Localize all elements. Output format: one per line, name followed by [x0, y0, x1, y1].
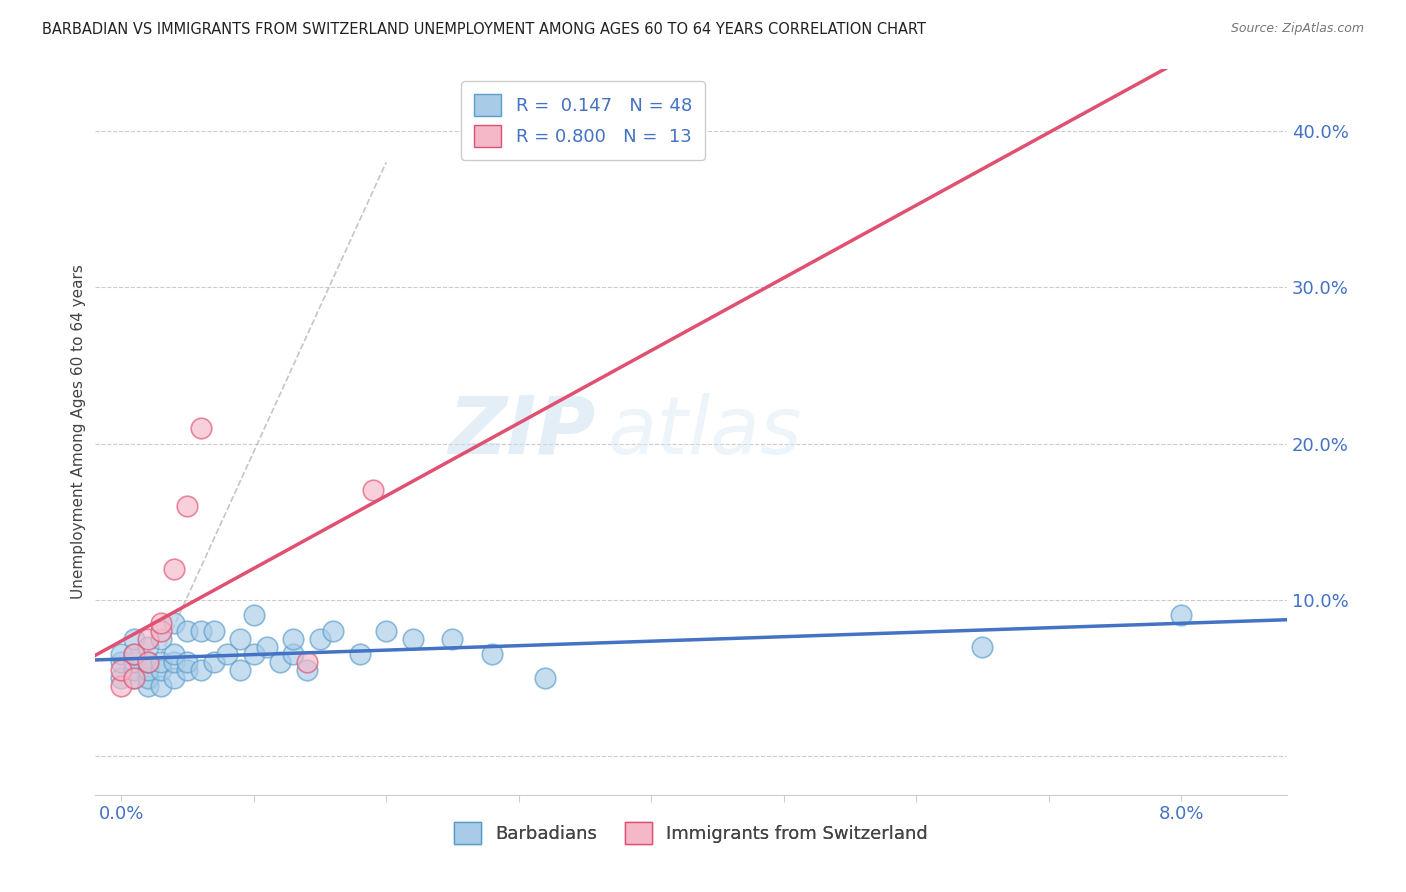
Point [124, 655, 146, 669]
Point [124, 671, 146, 685]
Point [190, 624, 212, 638]
Point [283, 632, 305, 646]
Point [283, 648, 305, 662]
Point [149, 616, 172, 631]
Text: BARBADIAN VS IMMIGRANTS FROM SWITZERLAND UNEMPLOYMENT AMONG AGES 60 TO 64 YEARS : BARBADIAN VS IMMIGRANTS FROM SWITZERLAND… [42, 22, 927, 37]
Text: atlas: atlas [607, 392, 803, 471]
Point [242, 648, 264, 662]
Point [149, 679, 172, 693]
Point [349, 648, 371, 662]
Point [361, 483, 384, 498]
Point [136, 655, 159, 669]
Point [136, 640, 159, 654]
Point [256, 640, 278, 654]
Point [295, 663, 318, 677]
Point [217, 648, 239, 662]
Point [124, 632, 146, 646]
Point [110, 671, 132, 685]
Point [163, 561, 186, 575]
Point [136, 679, 159, 693]
Point [110, 679, 132, 693]
Legend: Barbadians, Immigrants from Switzerland: Barbadians, Immigrants from Switzerland [447, 815, 935, 852]
Point [163, 671, 186, 685]
Y-axis label: Unemployment Among Ages 60 to 64 years: Unemployment Among Ages 60 to 64 years [72, 264, 86, 599]
Point [124, 671, 146, 685]
Point [110, 663, 132, 677]
Point [176, 663, 198, 677]
Point [375, 624, 398, 638]
Point [149, 632, 172, 646]
Point [229, 632, 252, 646]
Point [190, 421, 212, 435]
Point [322, 624, 344, 638]
Point [149, 663, 172, 677]
Point [229, 663, 252, 677]
Point [242, 608, 264, 623]
Point [124, 648, 146, 662]
Point [402, 632, 425, 646]
Point [295, 655, 318, 669]
Text: ZIP: ZIP [449, 392, 596, 471]
Point [136, 663, 159, 677]
Point [149, 624, 172, 638]
Point [136, 655, 159, 669]
Point [972, 640, 994, 654]
Point [481, 648, 503, 662]
Point [269, 655, 291, 669]
Text: Source: ZipAtlas.com: Source: ZipAtlas.com [1230, 22, 1364, 36]
Point [176, 624, 198, 638]
Point [163, 655, 186, 669]
Point [124, 648, 146, 662]
Point [309, 632, 332, 646]
Point [202, 655, 225, 669]
Point [124, 663, 146, 677]
Point [110, 648, 132, 662]
Point [202, 624, 225, 638]
Point [176, 655, 198, 669]
Point [534, 671, 557, 685]
Point [136, 671, 159, 685]
Point [163, 616, 186, 631]
Point [136, 632, 159, 646]
Point [190, 663, 212, 677]
Point [110, 655, 132, 669]
Point [163, 648, 186, 662]
Point [176, 499, 198, 513]
Point [149, 655, 172, 669]
Point [1170, 608, 1192, 623]
Point [441, 632, 464, 646]
